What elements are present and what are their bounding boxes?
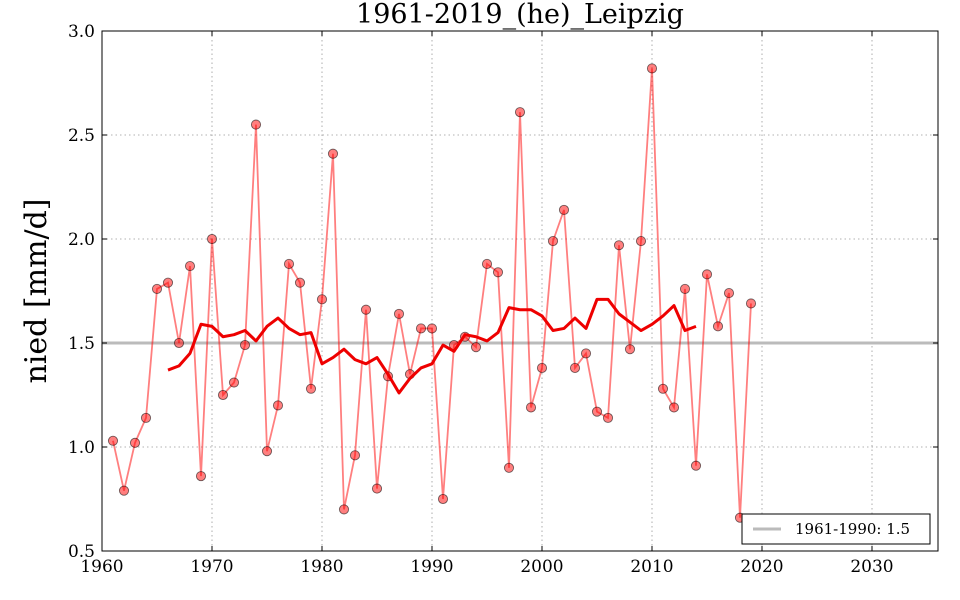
data-point [646, 63, 658, 74]
data-point [173, 337, 185, 349]
data-point [679, 283, 691, 294]
data-point [514, 107, 526, 118]
data-point [371, 483, 383, 494]
legend: 1961-1990: 1.5 [741, 513, 931, 545]
data-point [206, 233, 218, 245]
data-point [657, 383, 669, 394]
data-point [162, 277, 174, 288]
x-tick-label: 1980 [300, 557, 343, 577]
data-point [261, 446, 273, 457]
data-point [107, 435, 119, 446]
data-point [338, 504, 350, 515]
x-tick-label: 2010 [630, 557, 673, 577]
data-point [294, 277, 306, 288]
data-point [316, 294, 328, 305]
data-point [250, 119, 262, 130]
y-axis-tick-labels: 0.5 1.0 1.5 2.0 2.5 3.0 [68, 22, 95, 562]
data-point [195, 471, 207, 482]
data-point [525, 402, 537, 413]
data-point [140, 412, 152, 423]
data-point [591, 406, 603, 417]
data-point [481, 258, 493, 270]
data-point [305, 383, 317, 394]
data-point [690, 460, 702, 471]
axis-ticks [101, 30, 938, 552]
data-point [184, 260, 196, 272]
x-tick-label: 2020 [740, 557, 783, 577]
data-point [745, 298, 757, 309]
data-point [327, 148, 339, 159]
data-point [668, 402, 680, 413]
plot-area [101, 30, 939, 552]
x-tick-label: 1960 [80, 557, 123, 577]
data-point [349, 450, 361, 461]
data-point [635, 236, 647, 247]
y-tick-label: 0.5 [68, 542, 95, 562]
data-point [503, 462, 515, 473]
data-point [228, 377, 240, 388]
data-point [118, 485, 130, 496]
data-point [569, 362, 581, 374]
plot-frame [101, 30, 939, 552]
y-tick-label: 2.0 [68, 230, 95, 250]
y-tick-label: 1.0 [68, 438, 95, 458]
x-tick-label: 2000 [520, 557, 563, 577]
data-point [580, 348, 592, 359]
data-point [239, 340, 251, 351]
data-point [723, 288, 735, 299]
y-tick-label: 3.0 [68, 22, 95, 42]
running-mean-series [167, 297, 697, 395]
x-tick-label: 2030 [850, 557, 893, 577]
running-mean-line [167, 297, 697, 395]
x-tick-label: 1970 [190, 557, 233, 577]
data-point [437, 493, 449, 505]
data-point [624, 344, 636, 355]
data-point [360, 304, 372, 315]
data-point [613, 240, 625, 251]
y-axis-label: nied [mm/d] [19, 198, 54, 383]
data-point [536, 362, 548, 374]
data-point [393, 308, 405, 319]
x-axis-tick-labels: 1960 1970 1980 1990 2000 2010 2020 2030 [80, 557, 893, 577]
legend-reference-label: 1961-1990: 1.5 [795, 520, 910, 538]
data-point [426, 323, 438, 334]
data-point [217, 389, 229, 401]
data-point [283, 258, 295, 270]
data-point [151, 283, 163, 294]
x-tick-label: 1990 [410, 557, 453, 577]
data-point [129, 437, 141, 448]
annual-series [107, 63, 757, 523]
data-point [712, 321, 724, 332]
y-tick-label: 1.5 [68, 334, 95, 354]
data-point [547, 236, 559, 247]
data-point [470, 342, 482, 353]
data-point [415, 323, 427, 334]
chart-title: 1961-2019_(he)_Leipzig [356, 0, 684, 30]
data-point [272, 400, 284, 411]
data-point [492, 267, 504, 278]
data-point [558, 204, 570, 215]
data-point [602, 412, 614, 423]
grid-lines [102, 31, 938, 551]
y-tick-label: 2.5 [68, 126, 95, 146]
data-point [701, 269, 713, 280]
